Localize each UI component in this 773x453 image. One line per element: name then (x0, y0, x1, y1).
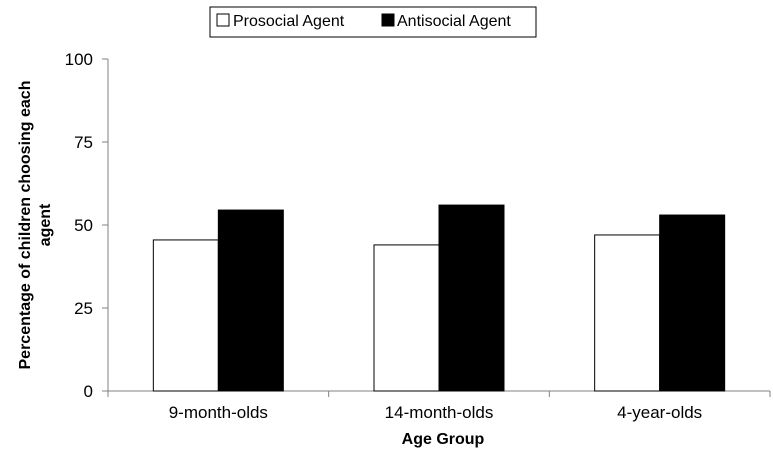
bar-antisocial (217, 209, 284, 392)
bar-prosocial (594, 234, 661, 392)
legend: Prosocial Agent Antisocial Agent (209, 6, 537, 38)
bar-antisocial (659, 214, 726, 392)
x-tick-label: 14-month-olds (385, 403, 494, 422)
y-tick-label: 50 (74, 216, 93, 235)
bar-prosocial (373, 244, 440, 392)
legend-label-antisocial: Antisocial Agent (397, 13, 511, 30)
legend-label-prosocial: Prosocial Agent (233, 13, 345, 30)
bar-antisocial (438, 204, 505, 392)
y-tick-label: 75 (74, 133, 93, 152)
legend-swatch-antisocial (381, 13, 395, 27)
x-tick-label: 4-year-olds (617, 403, 702, 422)
y-axis-title-line-1: Percentage of children choosing each (17, 81, 34, 370)
y-tick-label: 100 (65, 50, 93, 69)
y-axis-title-line-2: agent (37, 203, 54, 246)
x-tick-label: 9-month-olds (169, 403, 268, 422)
x-axis-title: Age Group (402, 431, 485, 448)
bar-prosocial (152, 239, 219, 392)
y-tick-label: 0 (84, 382, 93, 401)
plot-area: 0 25 50 75 100 9-month-olds 14-month-olds 4-yea… (65, 50, 771, 422)
legend-box (209, 6, 537, 38)
legend-swatch-prosocial (216, 13, 230, 27)
y-tick-label: 25 (74, 299, 93, 318)
